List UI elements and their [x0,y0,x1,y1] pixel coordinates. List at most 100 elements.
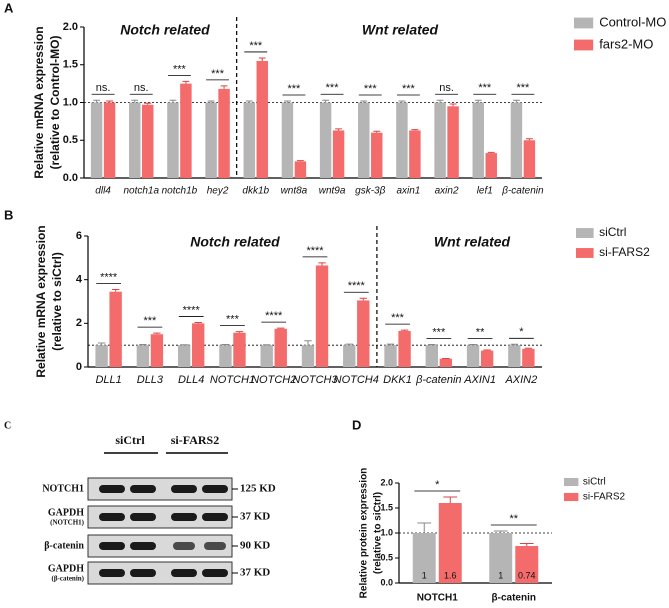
x-tick-label: β-catenin [492,593,536,604]
row-label: NOTCH1 [42,483,84,494]
error-bar [111,288,120,292]
bar [508,345,521,367]
bar [384,345,397,367]
error-bar [411,129,419,131]
error-bar [449,103,457,107]
error-bar [97,342,106,346]
significance-label: ** [509,513,518,525]
y-axis-label: Relative mRNA expression [32,26,46,178]
group-annotation: Notch related [120,22,210,38]
y-axis-label: Relative protein expression [359,468,370,599]
x-tick-label: notch1a [123,186,159,197]
bar [319,102,332,178]
bar [177,345,191,367]
lane-group-label: siCtrl [115,433,145,447]
error-bar [144,102,152,105]
error-bar [153,332,161,335]
blot-band [130,542,156,550]
x-tick-label: NOTCH3 [292,374,338,386]
y-tick-label: 6 [76,230,82,242]
bar [510,102,523,178]
error-bar [386,343,395,346]
bar [256,60,268,178]
x-tick-label: DLL4 [178,374,204,386]
bar [260,345,273,367]
legend-swatch [576,248,594,258]
legend-label: fars2-MO [599,36,653,51]
bar [409,130,421,178]
significance-label: *** [432,326,446,338]
significance-label: **** [100,271,118,283]
value-label: 1 [422,570,427,580]
bar [218,88,230,178]
x-tick-label: hey2 [207,186,229,197]
size-label: 37 KD [240,567,270,579]
x-tick-label: NOTCH4 [334,374,379,386]
bar [233,332,246,367]
legend-swatch [574,17,594,29]
error-bar [304,340,312,346]
error-bar [221,344,230,346]
blot-band [202,513,228,521]
legend-swatch [574,39,594,51]
bar [357,300,370,367]
y-tick-label: 0.5 [380,552,393,562]
blot-band [173,542,195,550]
blot-band [130,485,156,493]
blot-band [130,513,156,521]
error-bar [194,321,202,324]
bar-chart: D Relative protein expression (relative to… [352,417,626,603]
significance-label: *** [211,68,225,80]
bar [150,334,164,367]
significance-label: **** [265,310,283,322]
y-tick-label: 1.5 [380,502,393,512]
error-bar [525,138,533,141]
y-tick-label: 1.5 [63,59,78,71]
y-tick-label: 4 [76,274,83,286]
group-annotation: Notch related [190,234,280,250]
legend-swatch [576,228,594,238]
bar [412,533,436,583]
x-tick-label: dll4 [95,186,111,197]
y-axis-label: (relative to siCtrl) [373,492,384,574]
legend-label: Control-MO [599,14,666,29]
bar [343,345,356,367]
significance-label: *** [173,63,187,75]
y-tick-label: 0.0 [380,577,393,587]
blot-band [171,513,197,521]
error-bar [318,262,326,266]
x-tick-label: axin2 [435,186,459,197]
significance-label: *** [391,312,405,324]
error-bar [207,100,215,103]
bar [281,102,294,178]
y-tick-label: 0.0 [63,172,78,184]
significance-label: **** [306,245,324,257]
error-bar [131,99,139,103]
bar [485,153,497,178]
legend-label: si-FARS2 [599,245,650,259]
significance-label: ns. [439,82,454,94]
error-bar [428,344,436,346]
significance-label: *** [226,314,240,326]
bar [439,358,453,367]
error-bar [258,57,266,61]
error-bar [493,530,508,533]
bar [438,503,462,583]
row-label: β-catenin [44,540,84,551]
significance-label: ns. [96,82,111,94]
x-tick-label: notch1b [162,186,198,197]
significance-label: *** [364,83,378,95]
significance-label: *** [326,82,340,94]
x-tick-label: AXIN1 [463,374,496,386]
y-axis-label: (relative to Control-MO) [48,35,62,169]
error-bar [322,99,330,103]
error-bar [93,99,101,103]
x-tick-label: DLL3 [137,374,164,386]
x-tick-label: NOTCH2 [251,374,296,386]
blot-band [99,542,125,550]
blot-band [202,569,228,577]
blot-band [99,569,125,577]
significance-label: *** [478,82,492,94]
bar [142,104,154,178]
y-tick-label: 2.0 [380,477,393,487]
